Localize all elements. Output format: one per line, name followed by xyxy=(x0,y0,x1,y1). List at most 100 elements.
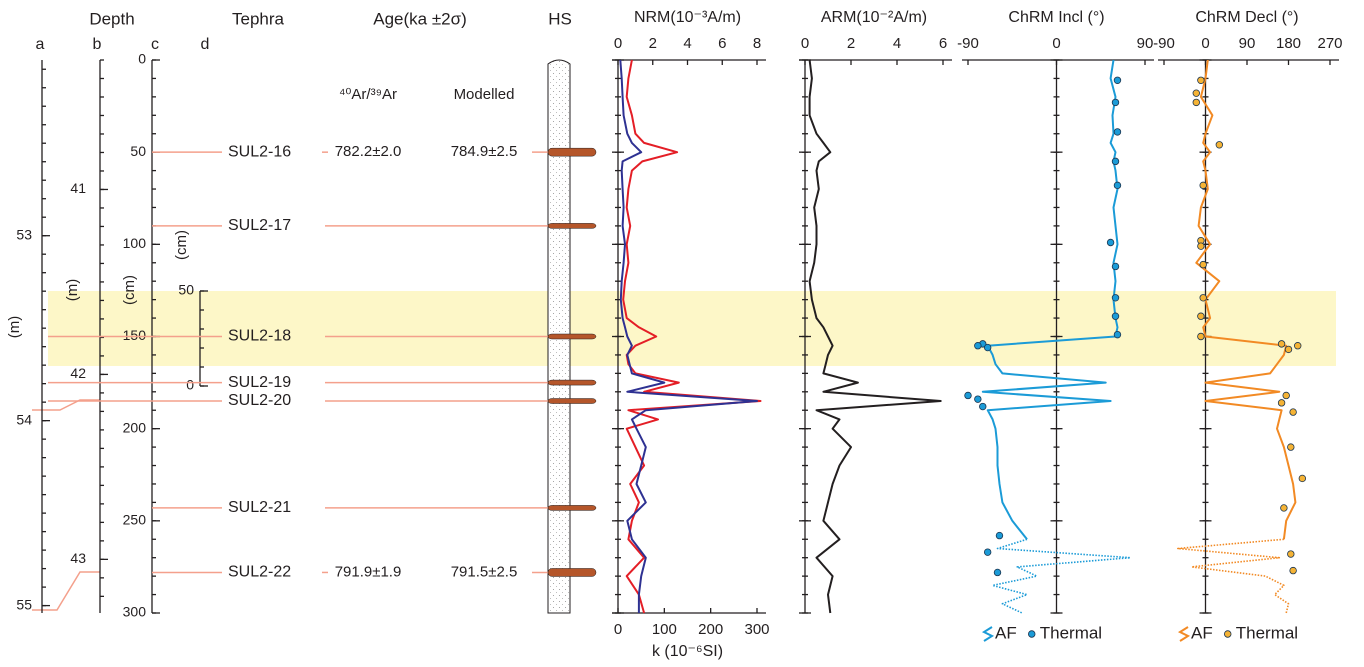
thermal-point xyxy=(1111,294,1120,302)
x-tick-label: 6 xyxy=(718,35,726,52)
scale-tick-label: 41 xyxy=(70,180,86,196)
x-tick-label: 6 xyxy=(939,35,947,52)
thermal-point xyxy=(1197,242,1205,250)
x-tick-label: 0 xyxy=(1201,35,1209,52)
scale-tick-label: 42 xyxy=(70,365,86,381)
scale-connector xyxy=(32,399,100,411)
profile-line xyxy=(622,59,762,614)
thermal-point xyxy=(974,342,982,350)
thermal-point xyxy=(1197,76,1205,84)
thermal-point xyxy=(1111,98,1120,107)
thermal-point xyxy=(1280,504,1288,512)
x-tick-label: 2 xyxy=(649,35,657,52)
x-tick-label: 2 xyxy=(847,35,855,52)
thermal-point xyxy=(1277,340,1286,348)
x-tick-label: 90 xyxy=(1239,35,1256,52)
tephra-layer xyxy=(547,505,597,511)
x-tick-label: 4 xyxy=(893,35,901,52)
panel-title: ChRM Decl (°) xyxy=(1195,9,1298,26)
legend-label: Thermal xyxy=(1040,623,1102,642)
tephra-layer xyxy=(547,147,597,157)
highlight-band xyxy=(48,291,1336,366)
age-title: Age(ka ±2σ) xyxy=(373,9,467,28)
panel-title: NRM(10⁻³A/m) xyxy=(634,9,741,26)
scale-unit: (cm) xyxy=(121,275,138,305)
thermal-point xyxy=(1113,128,1122,136)
scale-tick-label: 50 xyxy=(178,282,194,298)
x-tick-label: 0 xyxy=(614,35,622,52)
thermal-point xyxy=(983,548,992,556)
x2-label: k (10⁻⁶SI) xyxy=(652,643,723,660)
thermal-point xyxy=(1113,181,1122,190)
thermal-point xyxy=(1192,98,1200,107)
x2-tick-label: 100 xyxy=(652,621,677,638)
x2-tick-label: 0 xyxy=(614,621,622,638)
tephra-name: SUL2-17 xyxy=(228,217,291,234)
legend-label: Thermal xyxy=(1236,623,1298,642)
thermal-point xyxy=(983,343,992,352)
tephra-layer xyxy=(547,398,597,404)
scale-letter: d xyxy=(201,36,210,53)
x-tick-label: -90 xyxy=(1153,35,1175,52)
scale-tick-label: 0 xyxy=(186,377,194,393)
modelled-age: 791.5±2.5 xyxy=(451,563,518,580)
tephra-layer xyxy=(547,568,597,577)
thermal-point xyxy=(1197,312,1205,320)
thermal-point xyxy=(979,402,987,411)
scale-connector xyxy=(32,571,100,611)
thermal-point xyxy=(1289,408,1297,416)
profile-dotted xyxy=(991,538,1132,614)
scale-tick-label: 150 xyxy=(123,327,147,343)
thermal-point xyxy=(1111,262,1120,271)
thermal-point xyxy=(995,531,1004,540)
thermal-point xyxy=(1197,332,1205,341)
tephra-name: SUL2-22 xyxy=(228,564,291,581)
thermal-point xyxy=(1215,141,1224,149)
thermal-point xyxy=(1199,181,1207,190)
scale-letter: c xyxy=(151,36,159,53)
tephra-name: SUL2-16 xyxy=(228,143,291,160)
thermal-point xyxy=(1287,550,1295,558)
thermal-point xyxy=(1106,238,1115,247)
ar-label: ⁴⁰Ar/³⁹Ar xyxy=(339,86,397,103)
profile-line xyxy=(619,59,758,613)
x-tick-label: 0 xyxy=(801,35,809,52)
thermal-point xyxy=(1287,443,1295,451)
legend-label: AF xyxy=(1191,623,1213,642)
profile-dotted xyxy=(1177,538,1290,614)
thermal-point xyxy=(1282,391,1290,400)
scale-unit: (cm) xyxy=(173,230,190,260)
scale-tick-label: 55 xyxy=(16,596,32,612)
scale-unit: (m) xyxy=(6,316,23,339)
panel-title: ChRM Incl (°) xyxy=(1008,9,1104,26)
x2-tick-label: 300 xyxy=(744,621,769,638)
thermal-point xyxy=(1298,474,1307,483)
tephra-name: SUL2-20 xyxy=(228,392,291,409)
thermal-point xyxy=(1192,89,1200,97)
tephra-title: Tephra xyxy=(232,9,285,28)
thermal-point xyxy=(993,568,1002,577)
thermal-point xyxy=(1289,566,1297,575)
modelled-age: 784.9±2.5 xyxy=(451,143,518,160)
tephra-name: SUL2-18 xyxy=(228,328,291,345)
thermal-point xyxy=(1277,399,1286,407)
x-tick-label: 0 xyxy=(1052,35,1060,52)
depth-title: Depth xyxy=(89,9,134,28)
scale-tick-label: 53 xyxy=(16,226,32,242)
scale-letter: a xyxy=(36,36,45,53)
legend-dot xyxy=(1224,630,1232,638)
hs-title: HS xyxy=(548,9,572,28)
legend-dot xyxy=(1028,630,1036,638)
profile-line xyxy=(981,59,1119,540)
tephra-name: SUL2-19 xyxy=(228,374,291,391)
x-tick-label: 8 xyxy=(753,35,761,52)
x-tick-label: 270 xyxy=(1317,35,1342,52)
scale-tick-label: 200 xyxy=(123,419,147,435)
tephra-name: SUL2-21 xyxy=(228,499,291,516)
thermal-point xyxy=(1284,345,1293,354)
scale-tick-label: 250 xyxy=(123,512,147,528)
scale-tick-label: 50 xyxy=(130,143,146,159)
x-tick-label: 180 xyxy=(1276,35,1301,52)
thermal-point xyxy=(1199,294,1207,302)
x-tick-label: 4 xyxy=(683,35,691,52)
